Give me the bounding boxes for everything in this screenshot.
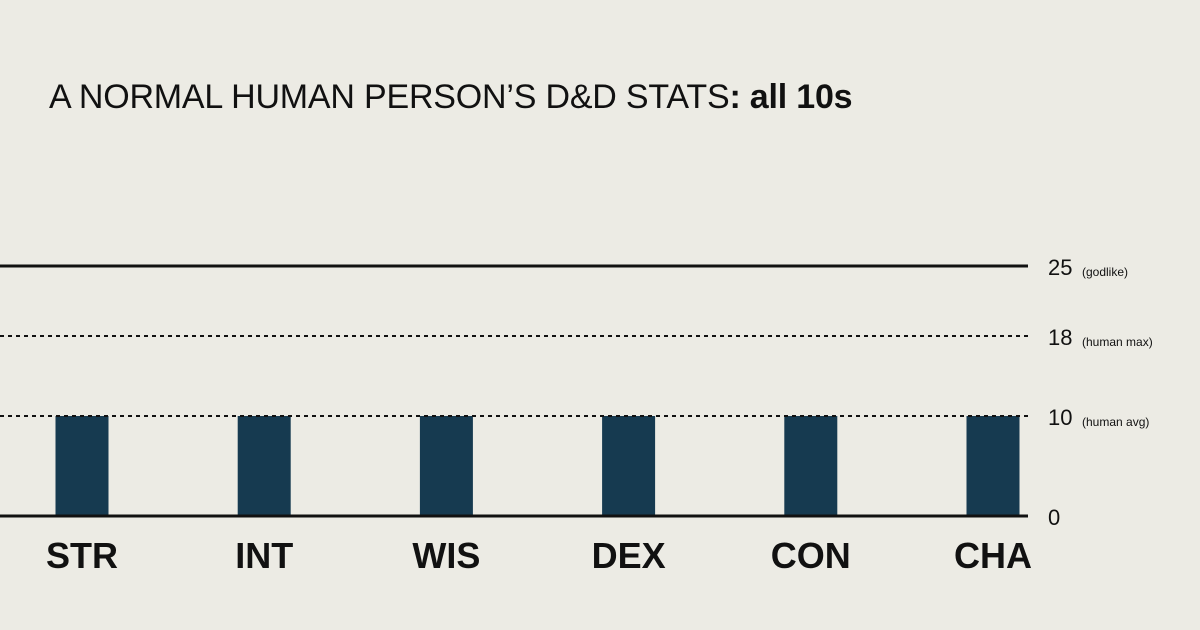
y-tick-note-10: (human avg) (1082, 415, 1149, 429)
y-tick-label-25: 25 (1048, 255, 1072, 280)
y-tick-note-18: (human max) (1082, 335, 1153, 349)
chart-title-prefix: A NORMAL HUMAN PERSON’S D&D STATS (49, 78, 730, 116)
y-tick-note-25: (godlike) (1082, 265, 1128, 279)
bar-str (55, 416, 109, 516)
bar-cha (966, 416, 1020, 516)
bar-dex (602, 416, 656, 516)
bar-int (237, 416, 291, 516)
x-tick-label-str: STR (46, 535, 118, 576)
y-tick-label-18: 18 (1048, 325, 1072, 350)
x-tick-label-cha: CHA (954, 535, 1032, 576)
x-tick-label-wis: WIS (412, 535, 480, 576)
x-tick-label-con: CON (771, 535, 851, 576)
y-tick-label-0: 0 (1048, 505, 1060, 530)
chart-title: A NORMAL HUMAN PERSON’S D&D STATS: all 1… (49, 78, 853, 117)
x-tick-label-int: INT (235, 535, 293, 576)
bar-wis (419, 416, 473, 516)
bar-con (784, 416, 838, 516)
y-tick-label-10: 10 (1048, 405, 1072, 430)
chart-title-suffix: : all 10s (729, 78, 853, 116)
x-tick-label-dex: DEX (592, 535, 666, 576)
